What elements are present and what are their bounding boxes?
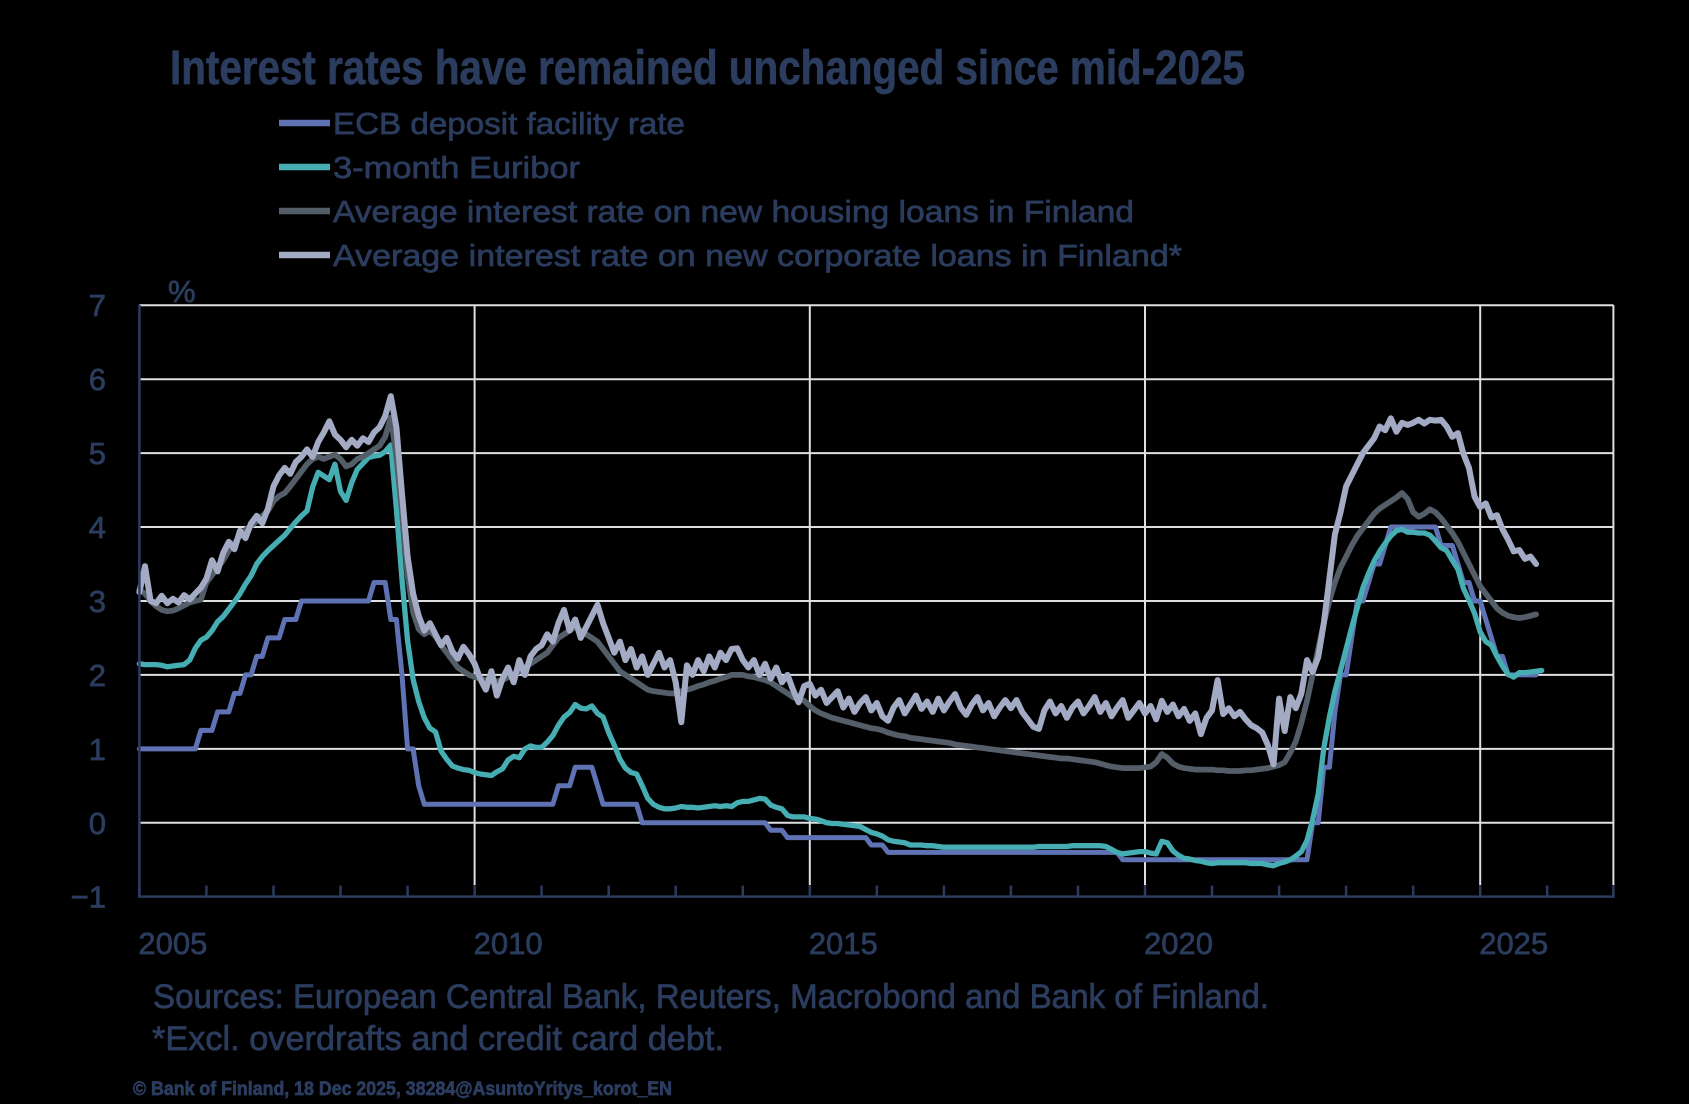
svg-text:1: 1 (89, 732, 106, 767)
svg-text:0: 0 (89, 806, 106, 841)
svg-text:6: 6 (89, 362, 106, 397)
svg-text:2025: 2025 (1479, 926, 1548, 961)
svg-text:%: % (168, 274, 196, 309)
svg-text:2015: 2015 (809, 926, 878, 961)
svg-text:© Bank of Finland, 18 Dec 2025: © Bank of Finland, 18 Dec 2025, 38284@As… (133, 1079, 672, 1100)
svg-text:2020: 2020 (1144, 926, 1213, 961)
svg-text:3: 3 (89, 584, 106, 619)
svg-text:5: 5 (89, 436, 106, 471)
svg-text:2005: 2005 (138, 926, 207, 961)
svg-text:Interest rates have remained u: Interest rates have remained unchanged s… (170, 42, 1245, 95)
svg-text:Average interest rate on new h: Average interest rate on new housing loa… (333, 194, 1134, 229)
svg-text:4: 4 (89, 510, 106, 545)
svg-text:3-month Euribor: 3-month Euribor (333, 150, 580, 185)
svg-text:2010: 2010 (474, 926, 543, 961)
svg-text:2: 2 (89, 658, 106, 693)
svg-text:*Excl. overdrafts and credit c: *Excl. overdrafts and credit card debt. (152, 1020, 724, 1058)
svg-text:ECB deposit facility rate: ECB deposit facility rate (333, 106, 685, 141)
svg-text:Sources: European Central Bank: Sources: European Central Bank, Reuters,… (153, 978, 1269, 1016)
svg-text:−1: −1 (71, 880, 106, 915)
svg-text:Average interest rate on new c: Average interest rate on new corporate l… (333, 238, 1182, 273)
svg-text:7: 7 (89, 288, 106, 323)
